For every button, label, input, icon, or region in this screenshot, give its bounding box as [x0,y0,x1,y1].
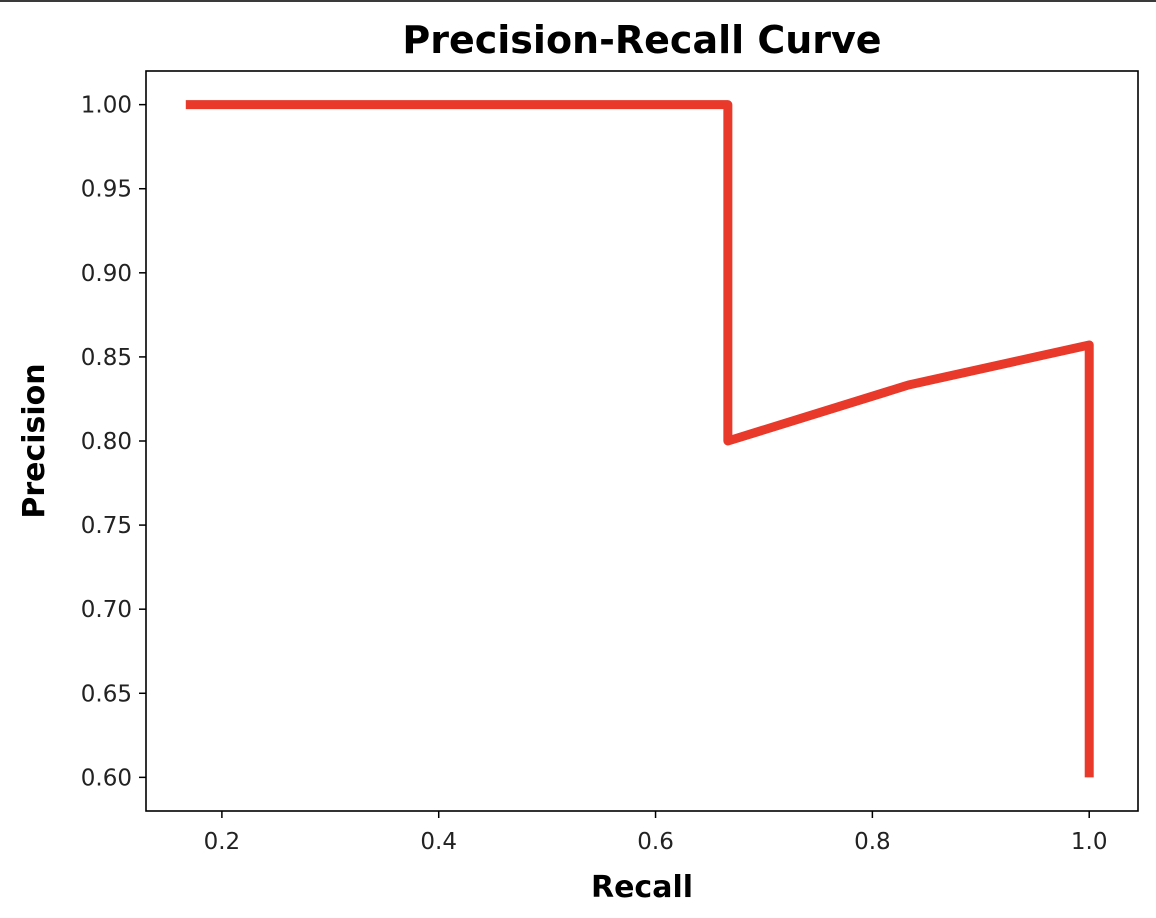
plot-area-frame [145,70,1139,812]
x-axis-ticks: 0.2 0.4 0.6 0.8 1.0 [204,811,1108,855]
y-tick-label: 0.90 [81,261,132,287]
y-tick-label: 0.60 [81,765,132,791]
y-axis-ticks: 0.60 0.65 0.70 0.75 0.80 0.85 0.90 0.95 1.00 [81,93,146,791]
x-tick-label: 0.4 [420,829,457,855]
pr-curve-line [185,100,1094,778]
x-tick-label: 0.2 [204,829,241,855]
y-tick-label: 0.70 [81,597,132,623]
x-tick-label: 1.0 [1071,829,1108,855]
y-tick-label: 0.65 [81,681,132,707]
y-tick-label: 0.80 [81,429,132,455]
chart-title: Precision-Recall Curve [402,18,881,62]
y-tick-label: 0.95 [81,177,132,203]
y-tick-label: 1.00 [81,93,132,119]
x-tick-label: 0.8 [854,829,891,855]
x-axis-label: Recall [591,870,693,905]
y-tick-label: 0.85 [81,345,132,371]
series-layer [185,100,1094,778]
x-tick-label: 0.6 [637,829,674,855]
y-axis-label: Precision [17,363,52,518]
y-tick-label: 0.75 [81,513,132,539]
